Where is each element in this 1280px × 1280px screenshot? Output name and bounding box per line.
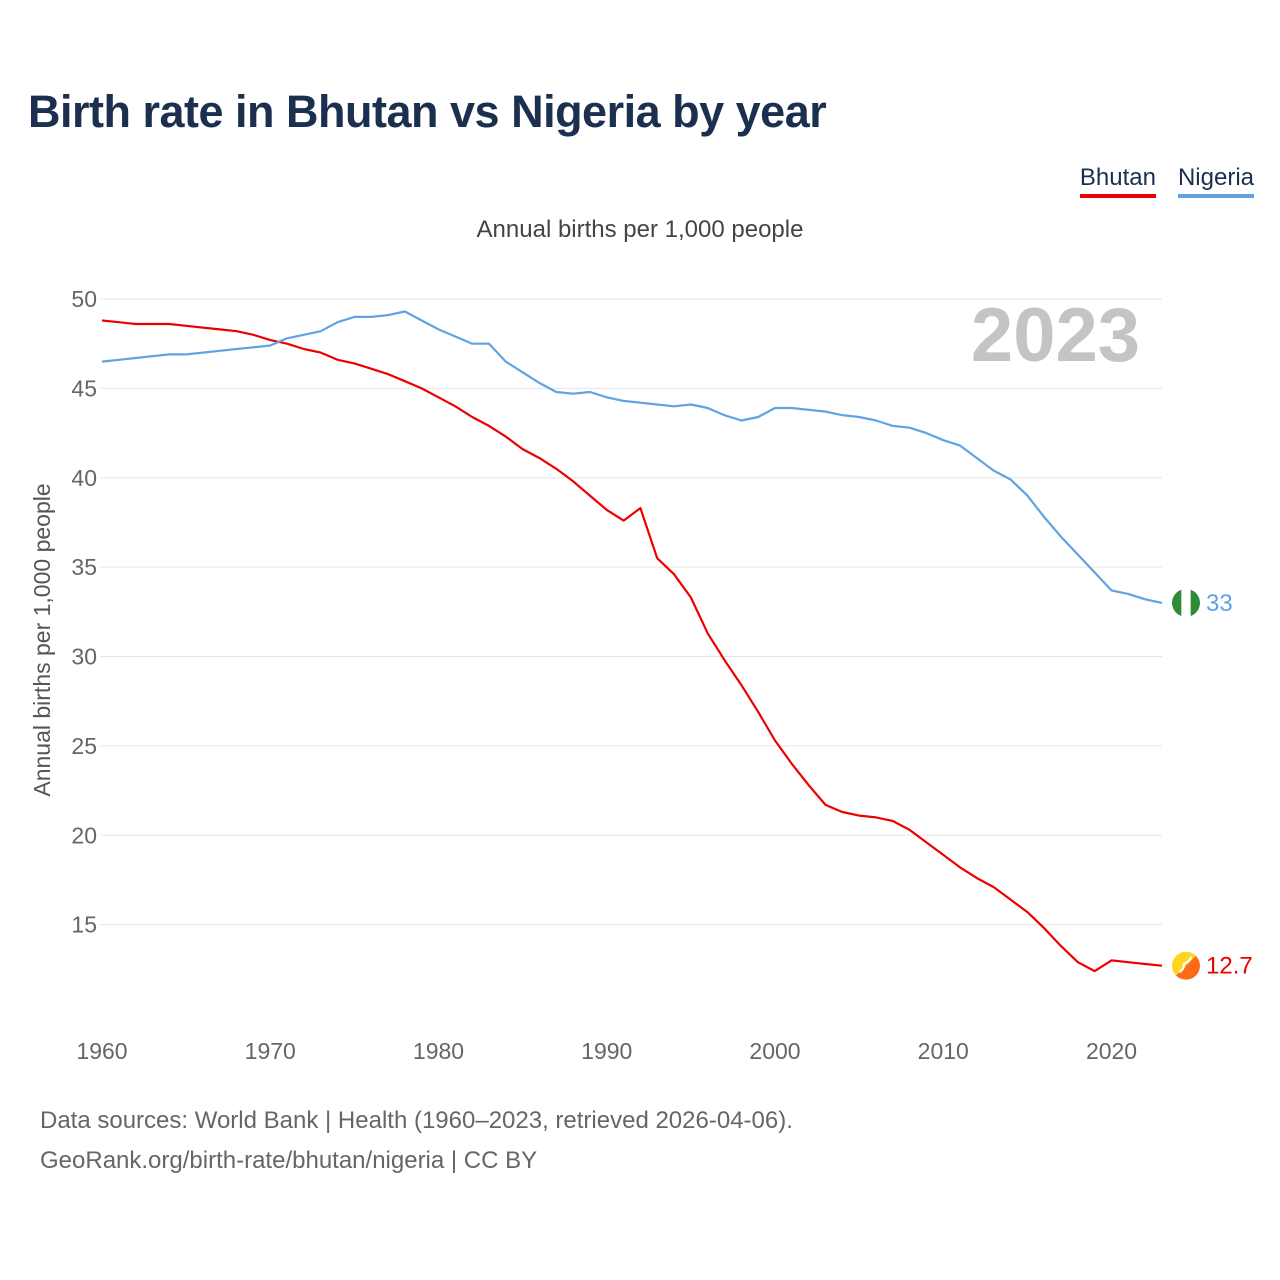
y-tick-label: 15 — [71, 912, 97, 938]
nigeria-flag-icon — [1172, 588, 1200, 617]
source-line-1: Data sources: World Bank | Health (1960–… — [40, 1107, 793, 1134]
series-line-nigeria — [101, 310, 1163, 604]
source-line-2: GeoRank.org/birth-rate/bhutan/nigeria | … — [40, 1147, 538, 1174]
x-tick-label: 2000 — [749, 1038, 800, 1064]
x-tick-label: 1980 — [413, 1038, 464, 1064]
bhutan-flag-dragon-mark — [1178, 956, 1193, 973]
chart-title: Birth rate in Bhutan vs Nigeria by year — [28, 86, 827, 137]
chart-subtitle: Annual births per 1,000 people — [476, 216, 804, 243]
legend-item-bhutan[interactable]: Bhutan — [1079, 164, 1156, 198]
line-chart: 15 20 25 30 35 40 45 50 1960 1970 1980 1990 2000 2010… — [29, 286, 1253, 1064]
year-watermark: 2023 — [971, 293, 1140, 378]
x-tick-label: 2020 — [1086, 1038, 1137, 1064]
x-tick-label: 1990 — [581, 1038, 632, 1064]
y-tick-label: 40 — [71, 465, 97, 491]
x-tick-label: 1970 — [245, 1038, 296, 1064]
y-tick-label: 35 — [71, 554, 97, 580]
x-tick-label: 2010 — [918, 1038, 969, 1064]
series-line-bhutan — [101, 319, 1163, 973]
end-value-label-nigeria: 33 — [1206, 590, 1233, 617]
y-tick-label: 25 — [71, 733, 97, 759]
legend: Bhutan Nigeria — [1079, 164, 1254, 198]
y-tick-label: 45 — [71, 375, 97, 401]
y-axis-label: Annual births per 1,000 people — [29, 483, 55, 796]
legend-item-nigeria[interactable]: Nigeria — [1177, 164, 1254, 198]
y-tick-label: 30 — [71, 644, 97, 670]
y-tick-label: 50 — [71, 286, 97, 312]
x-tick-label: 1960 — [76, 1038, 127, 1064]
y-tick-label: 20 — [71, 822, 97, 848]
bhutan-flag-icon — [1172, 951, 1200, 980]
end-value-label-bhutan: 12.7 — [1206, 953, 1253, 980]
